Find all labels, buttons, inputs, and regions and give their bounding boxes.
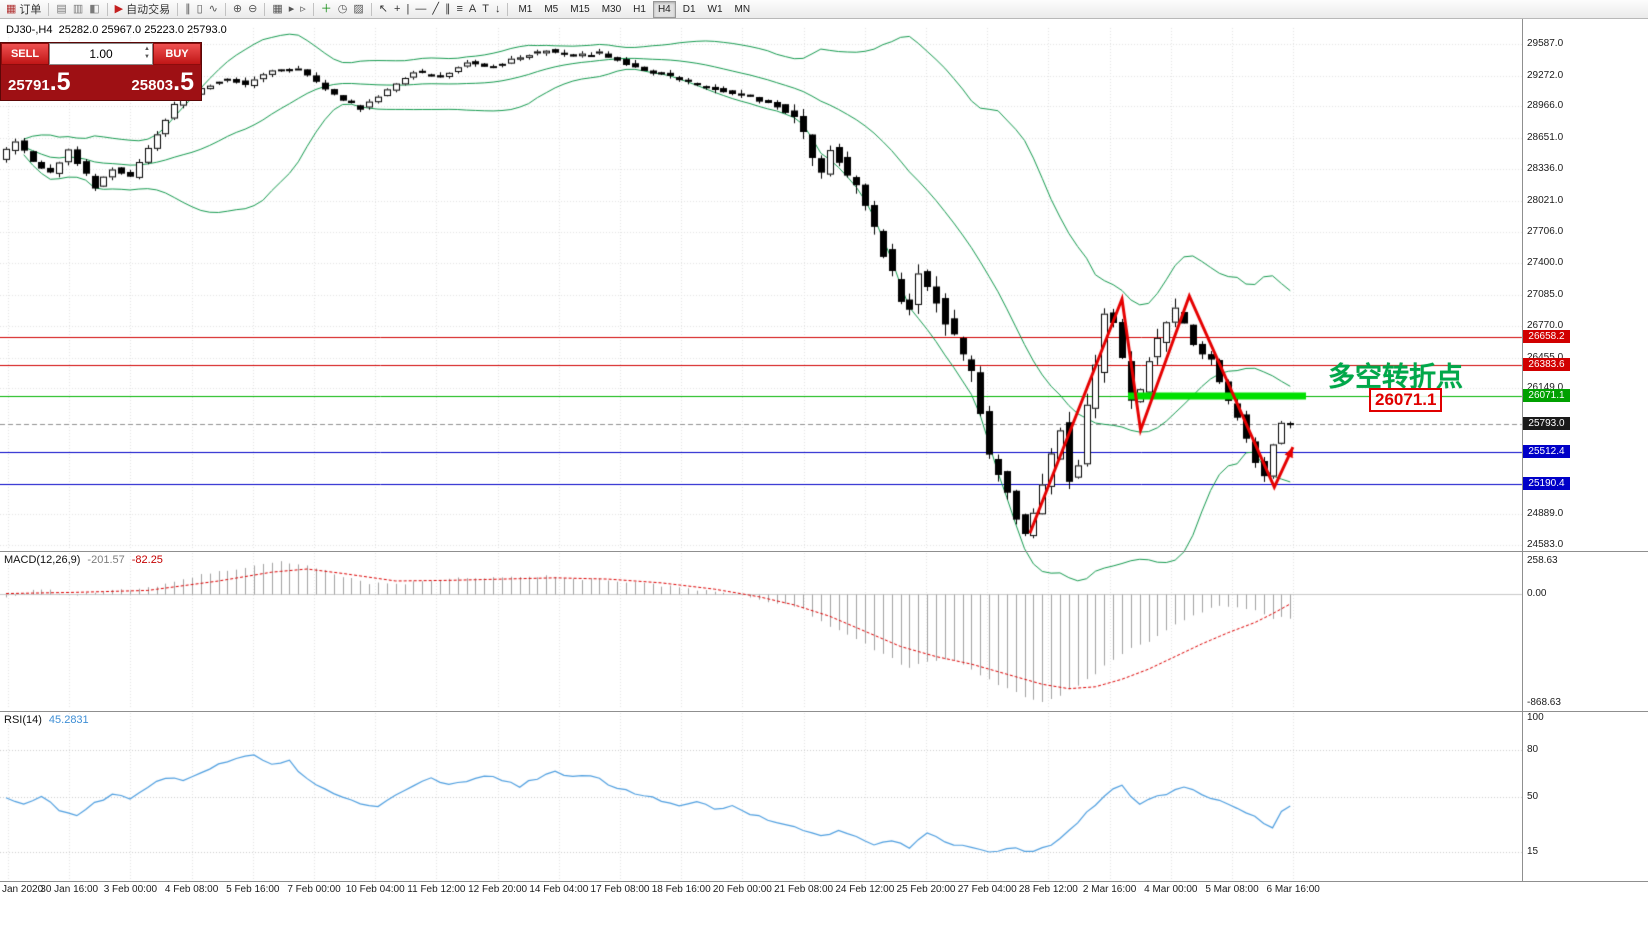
new-order-button-label: 订单: [19, 4, 42, 16]
bar-chart-icon-glyph: ∥: [185, 3, 191, 15]
market-watch-icon-glyph: ▤: [56, 3, 67, 15]
vertical-line-icon[interactable]: |: [403, 1, 412, 17]
timeframe-m15[interactable]: M15: [570, 3, 590, 15]
time-axis-separator: [0, 881, 1648, 882]
channel-icon-glyph: ∥: [444, 3, 451, 15]
auto-scroll-icon[interactable]: ▸: [286, 1, 298, 17]
indicators-icon[interactable]: ＋: [318, 1, 335, 17]
chart-canvas[interactable]: [0, 19, 1648, 942]
candlestick-chart-icon-glyph: ▯: [196, 3, 203, 15]
zoom-in-icon[interactable]: ⊕: [230, 1, 245, 17]
toolbar-separator: [370, 2, 372, 16]
sell-button[interactable]: SELL: [1, 43, 49, 65]
autotrade-button-label: 自动交易: [126, 4, 171, 16]
volume-input[interactable]: 1.00 ▲ ▼: [49, 43, 153, 65]
volume-spinner[interactable]: ▲ ▼: [144, 45, 150, 61]
navigator-icon-glyph: ◧: [89, 3, 100, 15]
toolbar-separator: [312, 2, 314, 16]
auto-scroll-icon-glyph: ▸: [288, 3, 295, 15]
volume-down-icon[interactable]: ▼: [144, 54, 150, 60]
new-order-button[interactable]: ▦ 订单: [3, 1, 44, 17]
cursor-icon[interactable]: ↖: [376, 1, 391, 17]
navigator-icon[interactable]: ◧: [86, 1, 102, 17]
market-watch-icon[interactable]: ▤: [53, 1, 69, 17]
macd-label: MACD(12,26,9) -201.57 -82.25: [4, 554, 163, 566]
toolbar-separator: [106, 2, 108, 16]
pane-separator[interactable]: [0, 551, 1648, 552]
toolbar: ▦ 订单 ▤ ▥ ◧ ▶ 自动交易 ∥ ▯ ∿ ⊕ ⊖ ▦ ▸ ▹ ＋ ◷ ▨ ↖ + | — ╱ ∥ ≡ A T ↓ M1 M5 M15 M…: [0, 0, 1648, 19]
new-order-button-glyph: ▦: [6, 3, 17, 15]
price-axis-separator[interactable]: [1522, 19, 1523, 881]
zoom-out-icon[interactable]: ⊖: [245, 1, 260, 17]
data-window-icon-glyph: ▥: [72, 3, 84, 15]
buy-button[interactable]: BUY: [153, 43, 201, 65]
fibonacci-icon-glyph: ≡: [456, 3, 463, 15]
timeframe-mn[interactable]: MN: [734, 3, 751, 15]
toolbar-separator: [224, 2, 226, 16]
timeframe-d1[interactable]: D1: [682, 3, 696, 15]
horizontal-line-icon-glyph: —: [415, 3, 427, 15]
zoom-out-icon-glyph: ⊖: [248, 3, 258, 15]
line-chart-icon[interactable]: ∿: [206, 1, 221, 17]
cursor-icon-glyph: ↖: [378, 3, 389, 15]
bar-chart-icon[interactable]: ∥: [182, 1, 194, 17]
horizontal-line-icon[interactable]: —: [412, 1, 429, 17]
channel-icon[interactable]: ∥: [442, 1, 454, 17]
toolbar-separator: [264, 2, 266, 16]
crosshair-icon[interactable]: +: [391, 1, 403, 17]
timeframe-m30[interactable]: M30: [601, 3, 622, 15]
text-icon[interactable]: A: [466, 1, 479, 17]
crosshair-icon-glyph: +: [394, 3, 401, 15]
fibonacci-icon[interactable]: ≡: [453, 1, 465, 17]
line-chart-icon-glyph: ∿: [208, 3, 218, 15]
price-callout-annotation: 26071.1: [1369, 388, 1443, 412]
rsi-label: RSI(14) 45.2831: [4, 714, 89, 726]
text-icon-glyph: A: [468, 3, 477, 15]
chart-shift-icon[interactable]: ▹: [297, 1, 309, 17]
templates-icon-glyph: ▨: [353, 3, 364, 15]
chart-shift-icon-glyph: ▹: [300, 3, 306, 15]
timeframe-h1[interactable]: H1: [633, 3, 646, 15]
trendline-icon-glyph: ╱: [432, 3, 439, 15]
turning-point-annotation: 多空转折点: [1328, 362, 1463, 392]
toolbar-separator: [507, 2, 509, 16]
candlestick-chart-icon[interactable]: ▯: [194, 1, 206, 17]
volume-up-icon[interactable]: ▲: [144, 46, 150, 52]
pane-separator[interactable]: [0, 711, 1648, 712]
templates-icon[interactable]: ▨: [350, 1, 366, 17]
periods-icon-glyph: ◷: [337, 3, 348, 15]
sell-price[interactable]: 25791.5: [8, 68, 71, 96]
tile-windows-icon-glyph: ▦: [272, 3, 283, 15]
periods-icon[interactable]: ◷: [335, 1, 351, 17]
arrows-icon-glyph: ↓: [494, 3, 501, 15]
volume-value: 1.00: [89, 47, 113, 61]
autotrade-button[interactable]: ▶ 自动交易: [112, 1, 173, 17]
vertical-line-icon-glyph: |: [406, 3, 410, 15]
timeframe-w1[interactable]: W1: [707, 3, 723, 15]
buy-price[interactable]: 25803.5: [131, 68, 194, 96]
toolbar-separator: [48, 2, 50, 16]
tile-windows-icon[interactable]: ▦: [269, 1, 285, 17]
timeframe-h4[interactable]: H4: [652, 0, 676, 18]
timeframe-m1[interactable]: M1: [518, 3, 533, 15]
chart-ohlc-info: DJ30-,H4 25282.0 25967.0 25223.0 25793.0: [6, 24, 227, 36]
indicators-icon-glyph: ＋: [320, 3, 332, 15]
autotrade-button-glyph: ▶: [114, 3, 124, 15]
zoom-in-icon-glyph: ⊕: [232, 3, 243, 15]
text-label-icon-glyph: T: [482, 3, 489, 15]
trendline-icon[interactable]: ╱: [429, 1, 442, 17]
data-window-icon[interactable]: ▥: [70, 1, 86, 17]
arrows-icon[interactable]: ↓: [492, 1, 504, 17]
text-label-icon[interactable]: T: [479, 1, 492, 17]
toolbar-separator: [177, 2, 179, 16]
timeframe-m5[interactable]: M5: [544, 3, 559, 15]
one-click-trading-panel: SELL 1.00 ▲ ▼ BUY 25791.5 25803.5: [0, 42, 202, 101]
